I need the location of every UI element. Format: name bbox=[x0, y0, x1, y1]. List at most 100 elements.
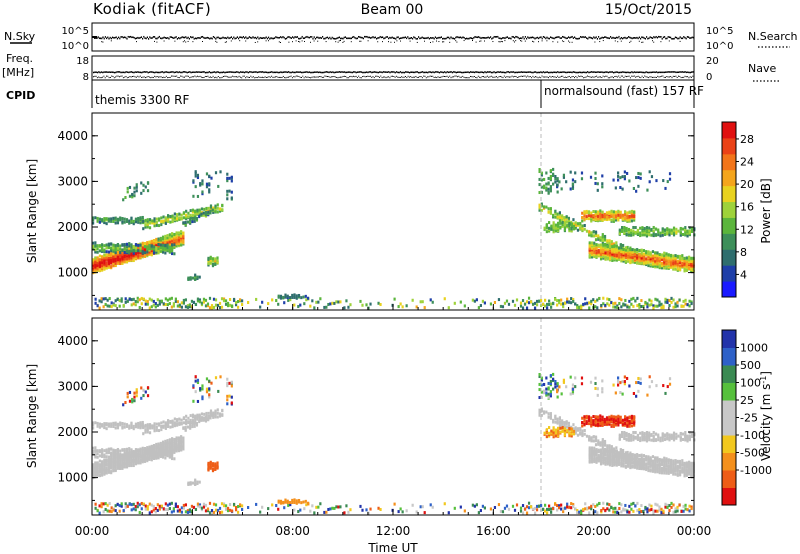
nave-point bbox=[528, 76, 530, 78]
colorbar-tick-label: 28 bbox=[740, 133, 754, 146]
power-cell bbox=[561, 214, 564, 218]
frequency-point bbox=[572, 71, 574, 73]
nave-point bbox=[269, 76, 271, 78]
noise-point bbox=[186, 37, 188, 40]
frequency-point bbox=[531, 71, 533, 74]
power-cell bbox=[146, 189, 150, 193]
power-cell bbox=[560, 302, 563, 306]
power-cell bbox=[620, 247, 623, 251]
power-cell bbox=[477, 306, 480, 310]
velocity-cell bbox=[110, 456, 113, 460]
nave-point bbox=[450, 77, 452, 79]
power-cell bbox=[563, 228, 567, 232]
frequency-point bbox=[683, 71, 685, 73]
power-cell bbox=[180, 305, 183, 309]
nave-point bbox=[635, 76, 637, 78]
power-cell bbox=[96, 261, 99, 265]
power-cell bbox=[678, 258, 682, 262]
power-cell bbox=[140, 296, 143, 300]
velocity-cell bbox=[96, 468, 99, 472]
power-cell bbox=[175, 236, 178, 240]
noise-point bbox=[407, 36, 409, 38]
velocity-cell bbox=[164, 442, 167, 446]
power-cell bbox=[558, 212, 562, 216]
nave-point bbox=[146, 76, 148, 78]
nave-point bbox=[670, 75, 672, 77]
power-cell bbox=[683, 259, 686, 263]
power-cell bbox=[92, 246, 95, 250]
power-cell bbox=[669, 265, 673, 269]
nave-point bbox=[510, 76, 512, 78]
noise-point bbox=[564, 36, 566, 39]
power-cell bbox=[98, 268, 101, 272]
noise-point bbox=[167, 36, 169, 39]
power-cell bbox=[684, 228, 687, 232]
noise-point bbox=[518, 37, 520, 40]
velocity-plot-background bbox=[92, 318, 694, 515]
power-cell bbox=[103, 261, 106, 265]
nave-point bbox=[107, 75, 109, 77]
power-cell bbox=[164, 240, 167, 244]
noise-point bbox=[133, 36, 135, 39]
velocity-cell bbox=[110, 422, 113, 426]
power-cell bbox=[196, 299, 200, 303]
power-cell bbox=[123, 250, 126, 254]
power-cell bbox=[690, 256, 693, 260]
noise-point bbox=[520, 37, 522, 39]
frequency-point bbox=[278, 71, 281, 74]
power-cell bbox=[560, 298, 563, 302]
noise-point bbox=[330, 38, 332, 40]
noise-point bbox=[198, 37, 200, 39]
velocity-cell bbox=[164, 445, 167, 449]
frequency-point bbox=[132, 71, 134, 74]
noise-search-point bbox=[360, 40, 362, 42]
velocity-cell bbox=[171, 450, 174, 454]
noise-point bbox=[408, 37, 410, 40]
noise-point bbox=[136, 37, 138, 40]
noise-search-point bbox=[278, 41, 280, 43]
nave-point bbox=[447, 76, 449, 78]
nave-right-tick-bottom: 0 bbox=[706, 72, 712, 83]
frequency-point bbox=[590, 71, 593, 73]
frequency-point bbox=[104, 71, 106, 73]
power-cell bbox=[150, 240, 153, 244]
frequency-point bbox=[334, 71, 337, 74]
frequency-point bbox=[271, 71, 273, 73]
power-cell bbox=[599, 209, 602, 213]
y-tick-label: 3000 bbox=[57, 174, 88, 188]
power-cell bbox=[103, 244, 106, 248]
power-cell bbox=[690, 229, 694, 233]
frequency-point bbox=[600, 71, 602, 73]
frequency-point bbox=[167, 71, 169, 74]
frequency-point bbox=[338, 71, 340, 73]
frequency-point bbox=[562, 71, 564, 73]
power-cell bbox=[415, 305, 418, 309]
noise-point bbox=[433, 37, 435, 40]
noise-point bbox=[103, 37, 105, 40]
nave-point bbox=[267, 76, 269, 78]
power-cell bbox=[592, 234, 595, 238]
velocity-cell bbox=[173, 437, 176, 441]
nave-point bbox=[480, 77, 482, 79]
power-cell bbox=[123, 247, 126, 251]
power-cell bbox=[654, 251, 657, 255]
frequency-point bbox=[228, 71, 230, 73]
nave-point bbox=[373, 77, 375, 79]
noise-point bbox=[593, 36, 595, 38]
cpid-segment-1: themis 3300 RF bbox=[95, 93, 189, 107]
power-cell bbox=[640, 260, 643, 264]
frequency-point bbox=[303, 71, 305, 74]
noise-point bbox=[108, 37, 110, 40]
velocity-cell bbox=[114, 466, 117, 470]
frequency-point bbox=[668, 71, 671, 73]
noise-point bbox=[344, 36, 346, 38]
noise-search-point bbox=[174, 40, 176, 42]
power-cell bbox=[92, 267, 95, 271]
power-cell bbox=[148, 250, 151, 254]
power-cell bbox=[288, 296, 292, 300]
frequency-point bbox=[518, 71, 520, 73]
velocity-cell bbox=[157, 452, 160, 456]
nave-point bbox=[425, 77, 427, 79]
power-cell bbox=[542, 186, 546, 190]
nave-point bbox=[467, 77, 469, 79]
